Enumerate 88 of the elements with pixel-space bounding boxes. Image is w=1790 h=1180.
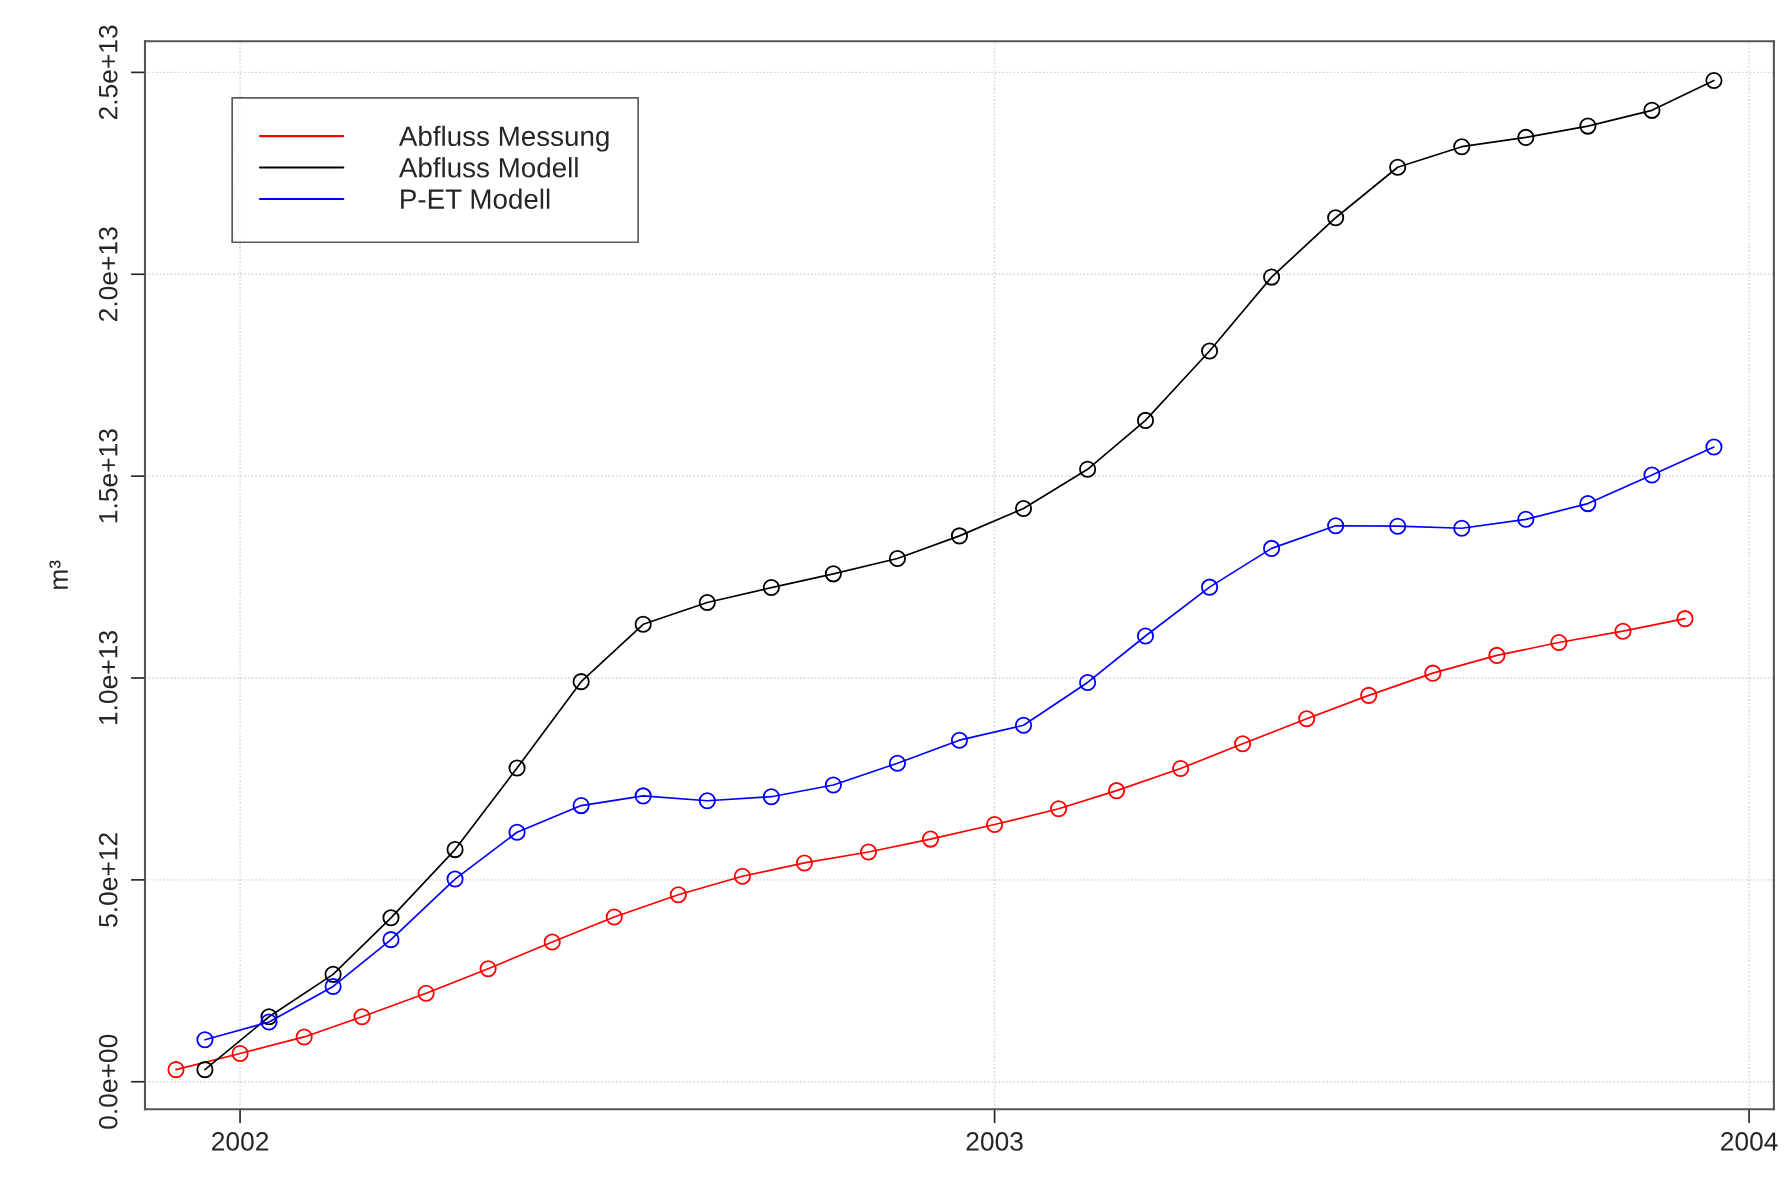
legend-label: Abfluss Modell <box>398 157 578 178</box>
point <box>1360 686 1378 704</box>
point <box>824 565 842 583</box>
point <box>1298 710 1316 728</box>
point <box>950 527 968 545</box>
point <box>508 759 526 777</box>
point <box>1079 673 1097 691</box>
point <box>1579 495 1597 513</box>
point <box>295 1028 313 1046</box>
point <box>1643 101 1661 119</box>
point <box>1517 510 1535 528</box>
point <box>634 787 652 805</box>
point <box>260 1013 278 1031</box>
point <box>353 1008 371 1026</box>
point <box>824 776 842 794</box>
point <box>382 909 400 927</box>
point <box>324 977 342 996</box>
point <box>1172 759 1190 777</box>
point <box>795 854 813 872</box>
legend-label: Abfluss Messung <box>398 125 609 152</box>
point <box>1705 438 1723 456</box>
point <box>1517 128 1535 146</box>
point <box>1424 664 1442 682</box>
point <box>1263 268 1281 286</box>
point <box>698 792 716 810</box>
point <box>1550 633 1568 652</box>
point <box>1136 627 1155 645</box>
point <box>417 984 435 1002</box>
point <box>1050 800 1068 818</box>
point <box>196 1061 214 1079</box>
x-tick-label: 2004 <box>1721 1132 1778 1151</box>
point <box>1643 466 1661 484</box>
point <box>1614 622 1632 640</box>
point <box>733 867 751 885</box>
point <box>572 673 590 691</box>
point <box>888 549 906 568</box>
point <box>446 841 464 859</box>
point <box>446 870 464 888</box>
y-tick-label: 2.0e+13 <box>98 227 118 321</box>
point <box>634 615 652 633</box>
point <box>1676 610 1694 628</box>
point <box>382 931 400 949</box>
point <box>508 823 526 841</box>
point <box>231 1044 249 1063</box>
point <box>479 960 497 978</box>
point <box>1389 517 1407 535</box>
point <box>1453 138 1471 156</box>
point <box>1014 716 1033 734</box>
point <box>950 731 968 749</box>
point <box>1107 782 1126 800</box>
x-tick-label: 2002 <box>212 1132 269 1151</box>
y-tick-label: 1.0e+13 <box>98 631 118 725</box>
legend-label: P-ET Modell <box>401 188 550 209</box>
y-tick-label: 2.5e+13 <box>98 25 118 120</box>
point <box>888 754 906 772</box>
point <box>1327 209 1345 227</box>
point <box>1579 117 1597 135</box>
point <box>669 886 687 904</box>
point <box>605 908 623 926</box>
point <box>1263 539 1281 557</box>
point <box>1136 411 1155 429</box>
point <box>1705 71 1723 90</box>
point <box>859 843 878 861</box>
point <box>1014 499 1033 517</box>
point <box>1201 578 1219 596</box>
point <box>698 593 716 612</box>
y-tick-label: 1.5e+13 <box>98 429 118 523</box>
point <box>167 1061 185 1079</box>
point <box>572 797 590 815</box>
y-tick-label: 0.0e+00 <box>98 1034 118 1129</box>
point <box>260 1008 278 1026</box>
point <box>921 830 940 848</box>
point <box>762 788 780 806</box>
y-tick-label: 5.0e+12 <box>98 833 118 927</box>
x-tick-label: 2003 <box>966 1132 1023 1151</box>
point <box>324 965 342 983</box>
point <box>1234 735 1252 753</box>
point <box>1327 517 1345 535</box>
point <box>986 816 1004 834</box>
point <box>1389 158 1407 176</box>
y-axis-title: m³ <box>49 560 68 589</box>
point <box>196 1031 214 1049</box>
point <box>1201 342 1219 360</box>
point <box>762 579 780 597</box>
point <box>1488 646 1506 664</box>
point <box>543 933 561 951</box>
point <box>1079 460 1097 478</box>
point <box>1453 519 1471 537</box>
